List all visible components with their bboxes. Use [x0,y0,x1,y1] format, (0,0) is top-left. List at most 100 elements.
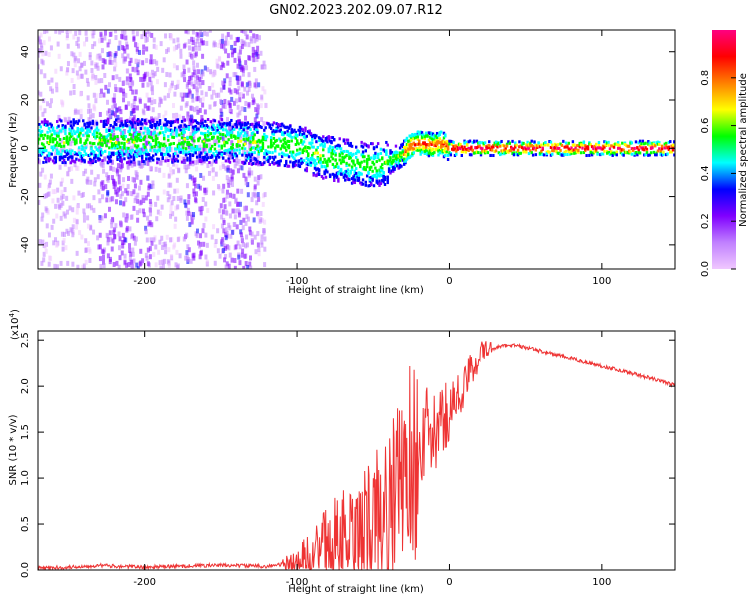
spectrogram-ridge-cell [327,135,330,139]
spectrogram-ridge-cell [346,138,350,142]
spectrogram-ridge-cell [478,140,481,144]
spectrogram-ridge-cell [90,126,93,130]
spectrogram-noise-cell [224,254,228,260]
spectrogram-ridge-cell [311,137,314,141]
spectrogram-ridge-cell [46,130,49,134]
spectrogram-ridge-cell [179,124,182,128]
spectrogram-ridge-cell [116,146,119,150]
spectrogram-ridge-cell [597,146,601,150]
spectrogram-noise-cell [111,178,115,184]
spectrogram-ridge-cell [147,135,151,139]
spectrogram-ridge-cell [423,137,426,141]
spectrogram-ridge-cell [435,137,439,141]
spectrogram-noise-cell [120,148,124,154]
spectrogram-ridge-cell [346,150,350,154]
spectrogram-noise-cell [55,241,59,247]
spectrogram-ridge-cell [653,144,657,148]
spectrogram-noise-cell [256,45,260,51]
spectrogram-ridge-cell [287,134,291,138]
spectrogram-noise-cell [162,114,166,120]
spectrogram-ridge-cell [372,154,376,158]
spectrogram-ridge-cell [382,175,385,179]
spectrogram-ridge-cell [383,160,387,164]
spectrogram-ridge-cell [499,141,502,145]
spectrogram-ridge-cell [338,154,341,158]
spectrogram-ridge-cell [618,143,621,147]
spectrogram-noise-cell [241,93,245,99]
spectrogram-ridge-cell [38,133,40,137]
spectrogram-ridge-cell [143,145,147,149]
spectrogram-ridge-cell [435,131,439,135]
spectrogram-noise-cell [82,212,86,218]
spectrogram-noise-cell [114,35,118,41]
spectrogram-ridge-cell [509,148,513,152]
spectrogram-noise-cell [191,46,195,52]
spectrogram-ridge-cell [139,135,143,139]
spectrogram-ridge-cell [243,161,247,165]
spectrogram-noise-cell [210,234,214,240]
spectrogram-ridge-cell [135,155,138,159]
spectrogram-noise-cell [146,82,150,88]
spectrogram-noise-cell [243,139,247,145]
spectrogram-noise-cell [255,200,259,206]
spectrogram-noise-cell [39,69,43,75]
spectrogram-noise-cell [187,194,191,200]
spectrogram-ridge-cell [119,155,122,159]
spectrogram-noise-cell [130,134,134,140]
spectrogram-ridge-cell [127,153,130,157]
spectrogram-ridge-cell [597,140,601,144]
spectrogram-ridge-cell [291,155,295,159]
spectrogram-noise-cell [193,41,197,47]
spectrogram-ridge-cell [252,162,255,166]
spectrogram-ridge-cell [474,151,477,155]
spectrogram-noise-cell [83,132,87,138]
spectrogram-ridge-cell [371,161,374,165]
spectrogram-ridge-cell [228,121,232,125]
spectrogram-ridge-cell [408,143,411,147]
spectrogram-ridge-cell [227,122,230,126]
spectrogram-ridge-cell [291,163,295,167]
spectrogram-noise-cell [102,249,106,255]
spectrogram-ridge-cell [224,149,228,153]
spectrogram-ridge-cell [348,143,351,147]
spectrogram-ridge-cell [342,139,346,143]
spectrogram-ridge-cell [392,160,395,164]
spectrogram-noise-cell [198,79,202,85]
spectrogram-noise-cell [202,222,206,228]
spectrogram-ridge-cell [136,122,140,126]
spectrogram-ridge-cell [640,146,643,150]
spectrogram-noise-cell [129,85,133,91]
spectrogram-noise-cell [189,131,193,137]
spectrogram-noise-cell [182,64,186,70]
spectrogram-noise-cell [88,257,92,263]
spectrogram-noise-cell [260,242,264,248]
spectrogram-ridge-cell [338,144,341,148]
spectrogram-ridge-cell [566,153,569,157]
spectrogram-ridge-cell [287,164,291,168]
spectrogram-ridge-cell [302,140,306,144]
spectrogram-ridge-cell [433,140,436,144]
spectrogram-ridge-cell [138,136,141,140]
spectrogram-noise-cell [228,176,232,182]
spectrogram-ridge-cell [101,159,104,163]
spectrogram-ridge-cell [287,146,291,150]
spectrogram-ridge-cell [322,144,325,148]
spectrogram-ridge-cell [223,144,226,148]
spectrogram-ridge-cell [215,129,218,133]
spectrogram-noise-cell [88,55,92,61]
spectrogram-noise-cell [59,148,63,154]
spectrogram-ridge-cell [298,147,302,151]
spectrogram-ridge-cell [482,150,485,154]
spectrogram-ridge-cell [279,139,282,143]
spectrogram-ridge-cell [540,149,543,153]
spectrogram-ridge-cell [382,148,385,152]
spectrogram-ridge-cell [168,120,171,124]
spectrogram-ridge-cell [431,147,435,151]
spectrogram-ridge-cell [294,132,298,136]
spectrogram-ridge-cell [131,118,134,122]
spectrogram-noise-cell [101,58,105,64]
spectrogram-noise-cell [72,217,76,223]
spectrogram-noise-cell [106,237,110,243]
spectrogram-noise-cell [197,41,201,47]
spectrogram-ridge-cell [248,126,251,130]
